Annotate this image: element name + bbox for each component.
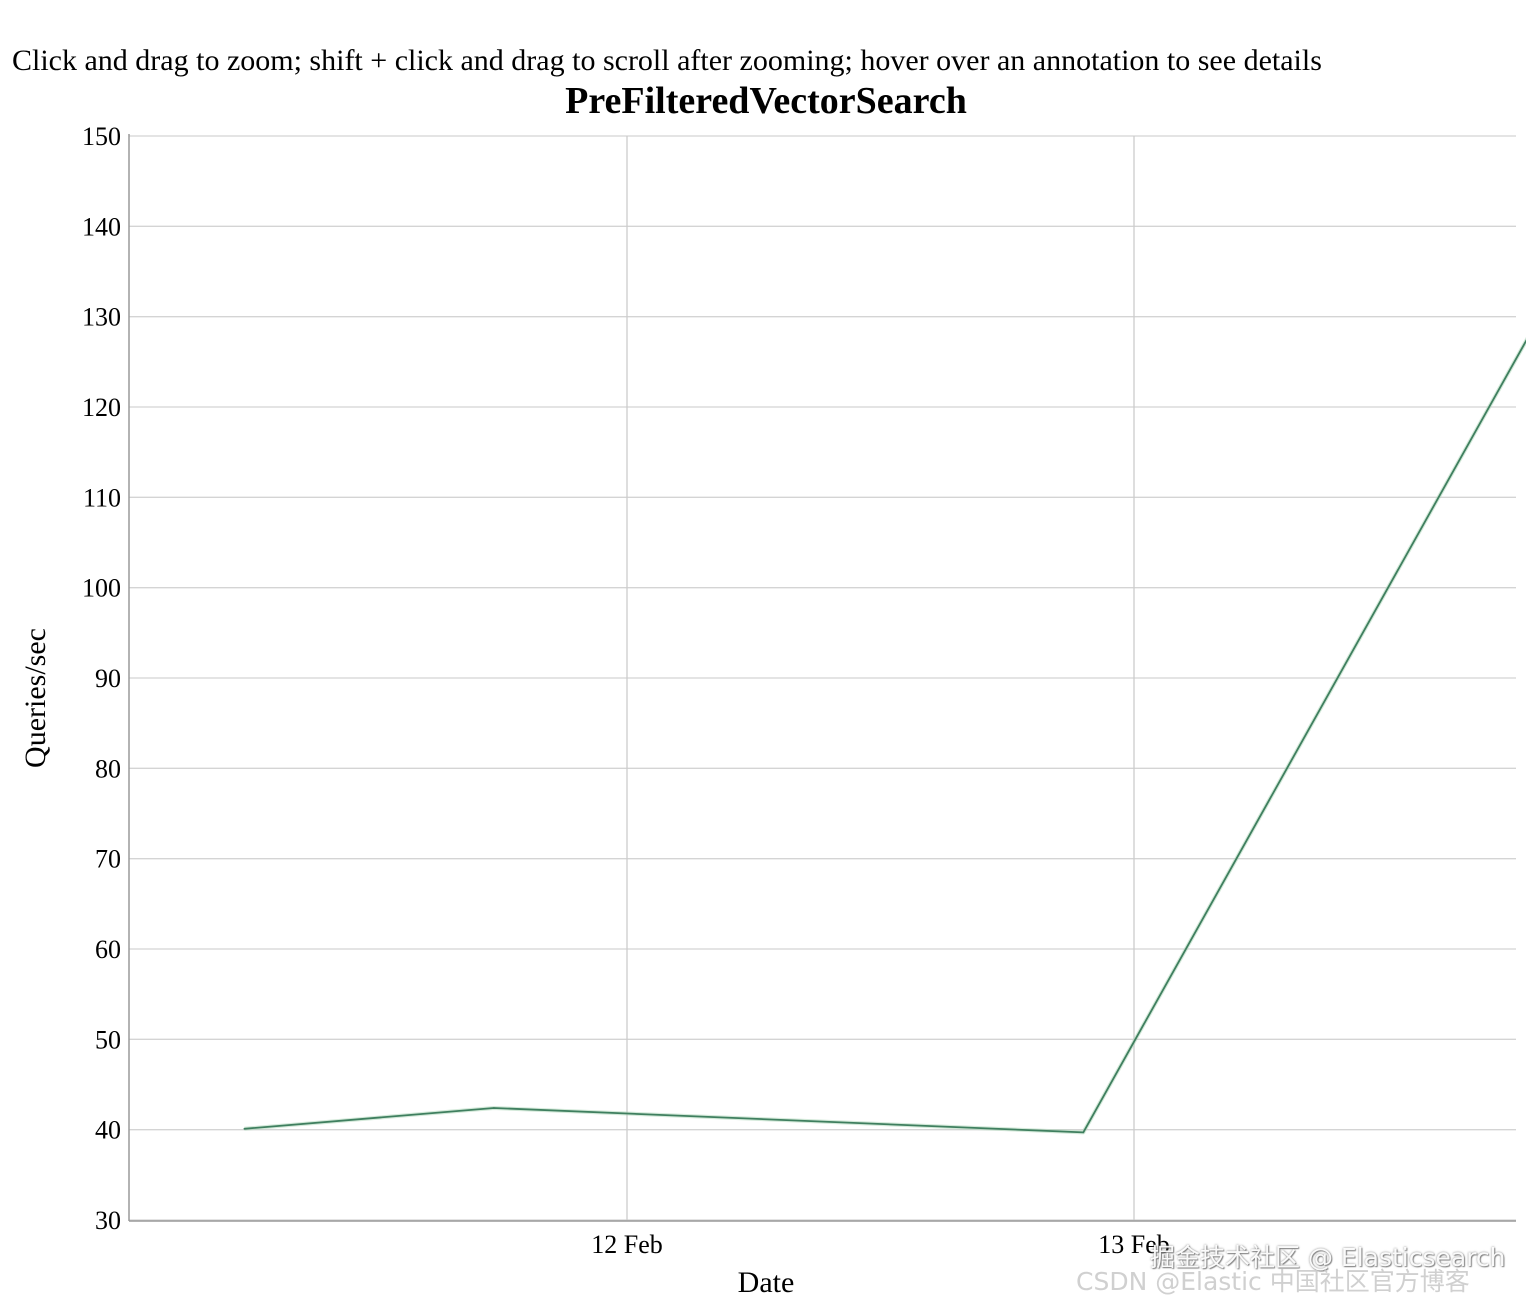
- y-tick-label: 150: [82, 122, 121, 151]
- y-tick-label: 80: [95, 754, 121, 783]
- data-point[interactable]: [243, 1127, 246, 1130]
- series-lines: [243, 230, 1526, 1135]
- y-tick-label: 40: [95, 1116, 121, 1145]
- y-tick-label: 100: [82, 574, 121, 603]
- y-tick-label: 90: [95, 664, 121, 693]
- series-line-halo: [244, 336, 1526, 1135]
- y-tick-label: 50: [95, 1025, 121, 1054]
- watermark-line-1: 掘金技术社区 @ Elasticsearch: [1150, 1243, 1506, 1272]
- y-tick-label: 60: [95, 935, 121, 964]
- x-tick-label: 12 Feb: [591, 1230, 663, 1259]
- y-tick-label: 30: [95, 1206, 121, 1235]
- x-tick-labels: 12 Feb 13 Feb: [591, 1230, 1170, 1259]
- watermark-line-2: CSDN @Elastic 中国社区官方博客: [1076, 1267, 1470, 1296]
- chart-instructions: Click and drag to zoom; shift + click an…: [12, 44, 1322, 77]
- y-axis-label: Queries/sec: [19, 628, 52, 768]
- data-point[interactable]: [1082, 1131, 1085, 1134]
- grid-lines: [129, 135, 1516, 1221]
- y-tick-labels: 30 40 50 60 70 80 90 100 110 120 130 140 150: [82, 122, 121, 1235]
- y-tick-label: 120: [82, 393, 121, 422]
- y-tick-label: 110: [83, 483, 121, 512]
- chart-title: PreFilteredVectorSearch: [565, 80, 967, 122]
- y-tick-label: 140: [82, 212, 121, 241]
- data-point[interactable]: [493, 1107, 495, 1109]
- y-tick-label: 130: [82, 303, 121, 332]
- x-axis-label: Date: [738, 1266, 795, 1299]
- x-tick-label: 13 Feb: [1098, 1230, 1170, 1259]
- axes: [128, 134, 1516, 1222]
- series-line[interactable]: [244, 230, 1526, 1134]
- y-tick-label: 70: [95, 845, 121, 874]
